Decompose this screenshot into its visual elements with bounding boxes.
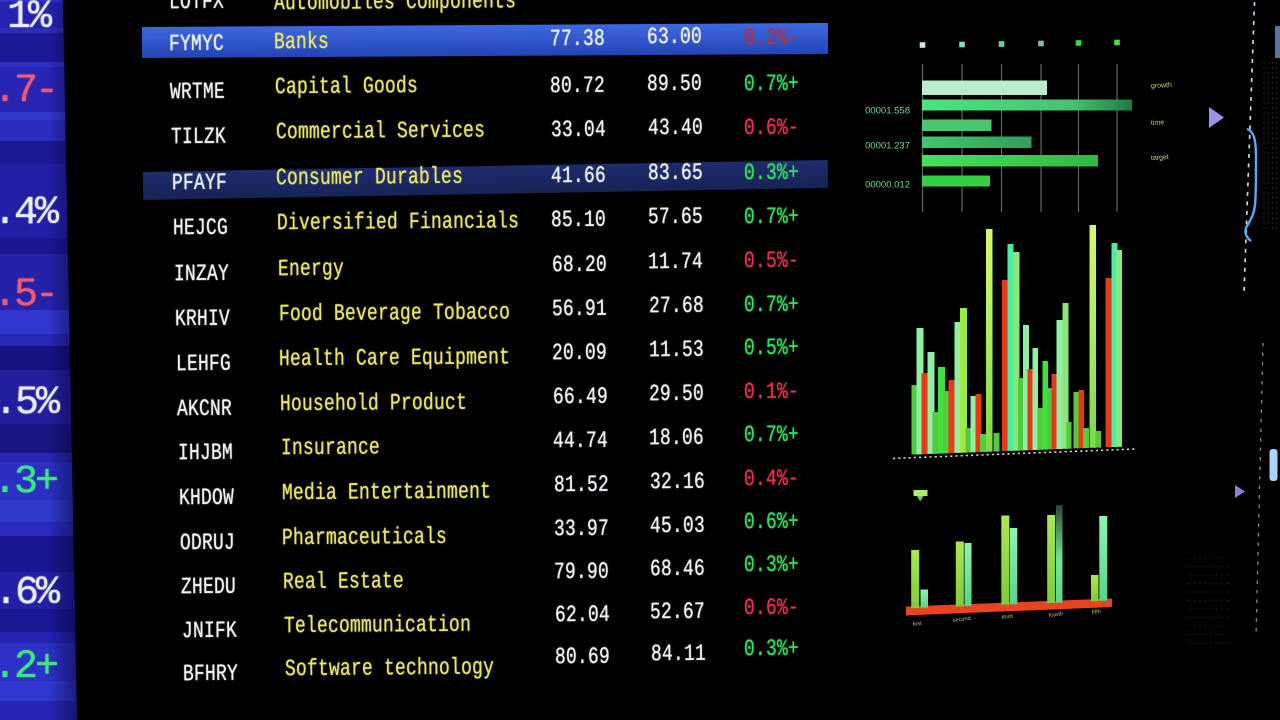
svg-text:target: target <box>1151 154 1169 162</box>
svg-text:first: first <box>913 621 923 628</box>
svg-text:fourth: fourth <box>1049 611 1064 619</box>
svg-text:third: third <box>1002 614 1014 621</box>
svg-text:second: second <box>953 616 972 624</box>
svg-text:growth: growth <box>1151 82 1172 90</box>
svg-text:fifth: fifth <box>1092 609 1102 616</box>
svg-text:00001.237: 00001.237 <box>865 141 910 152</box>
svg-text:00001.558: 00001.558 <box>865 106 910 117</box>
svg-text:time: time <box>1151 119 1165 127</box>
svg-text:00000.012: 00000.012 <box>865 180 910 191</box>
